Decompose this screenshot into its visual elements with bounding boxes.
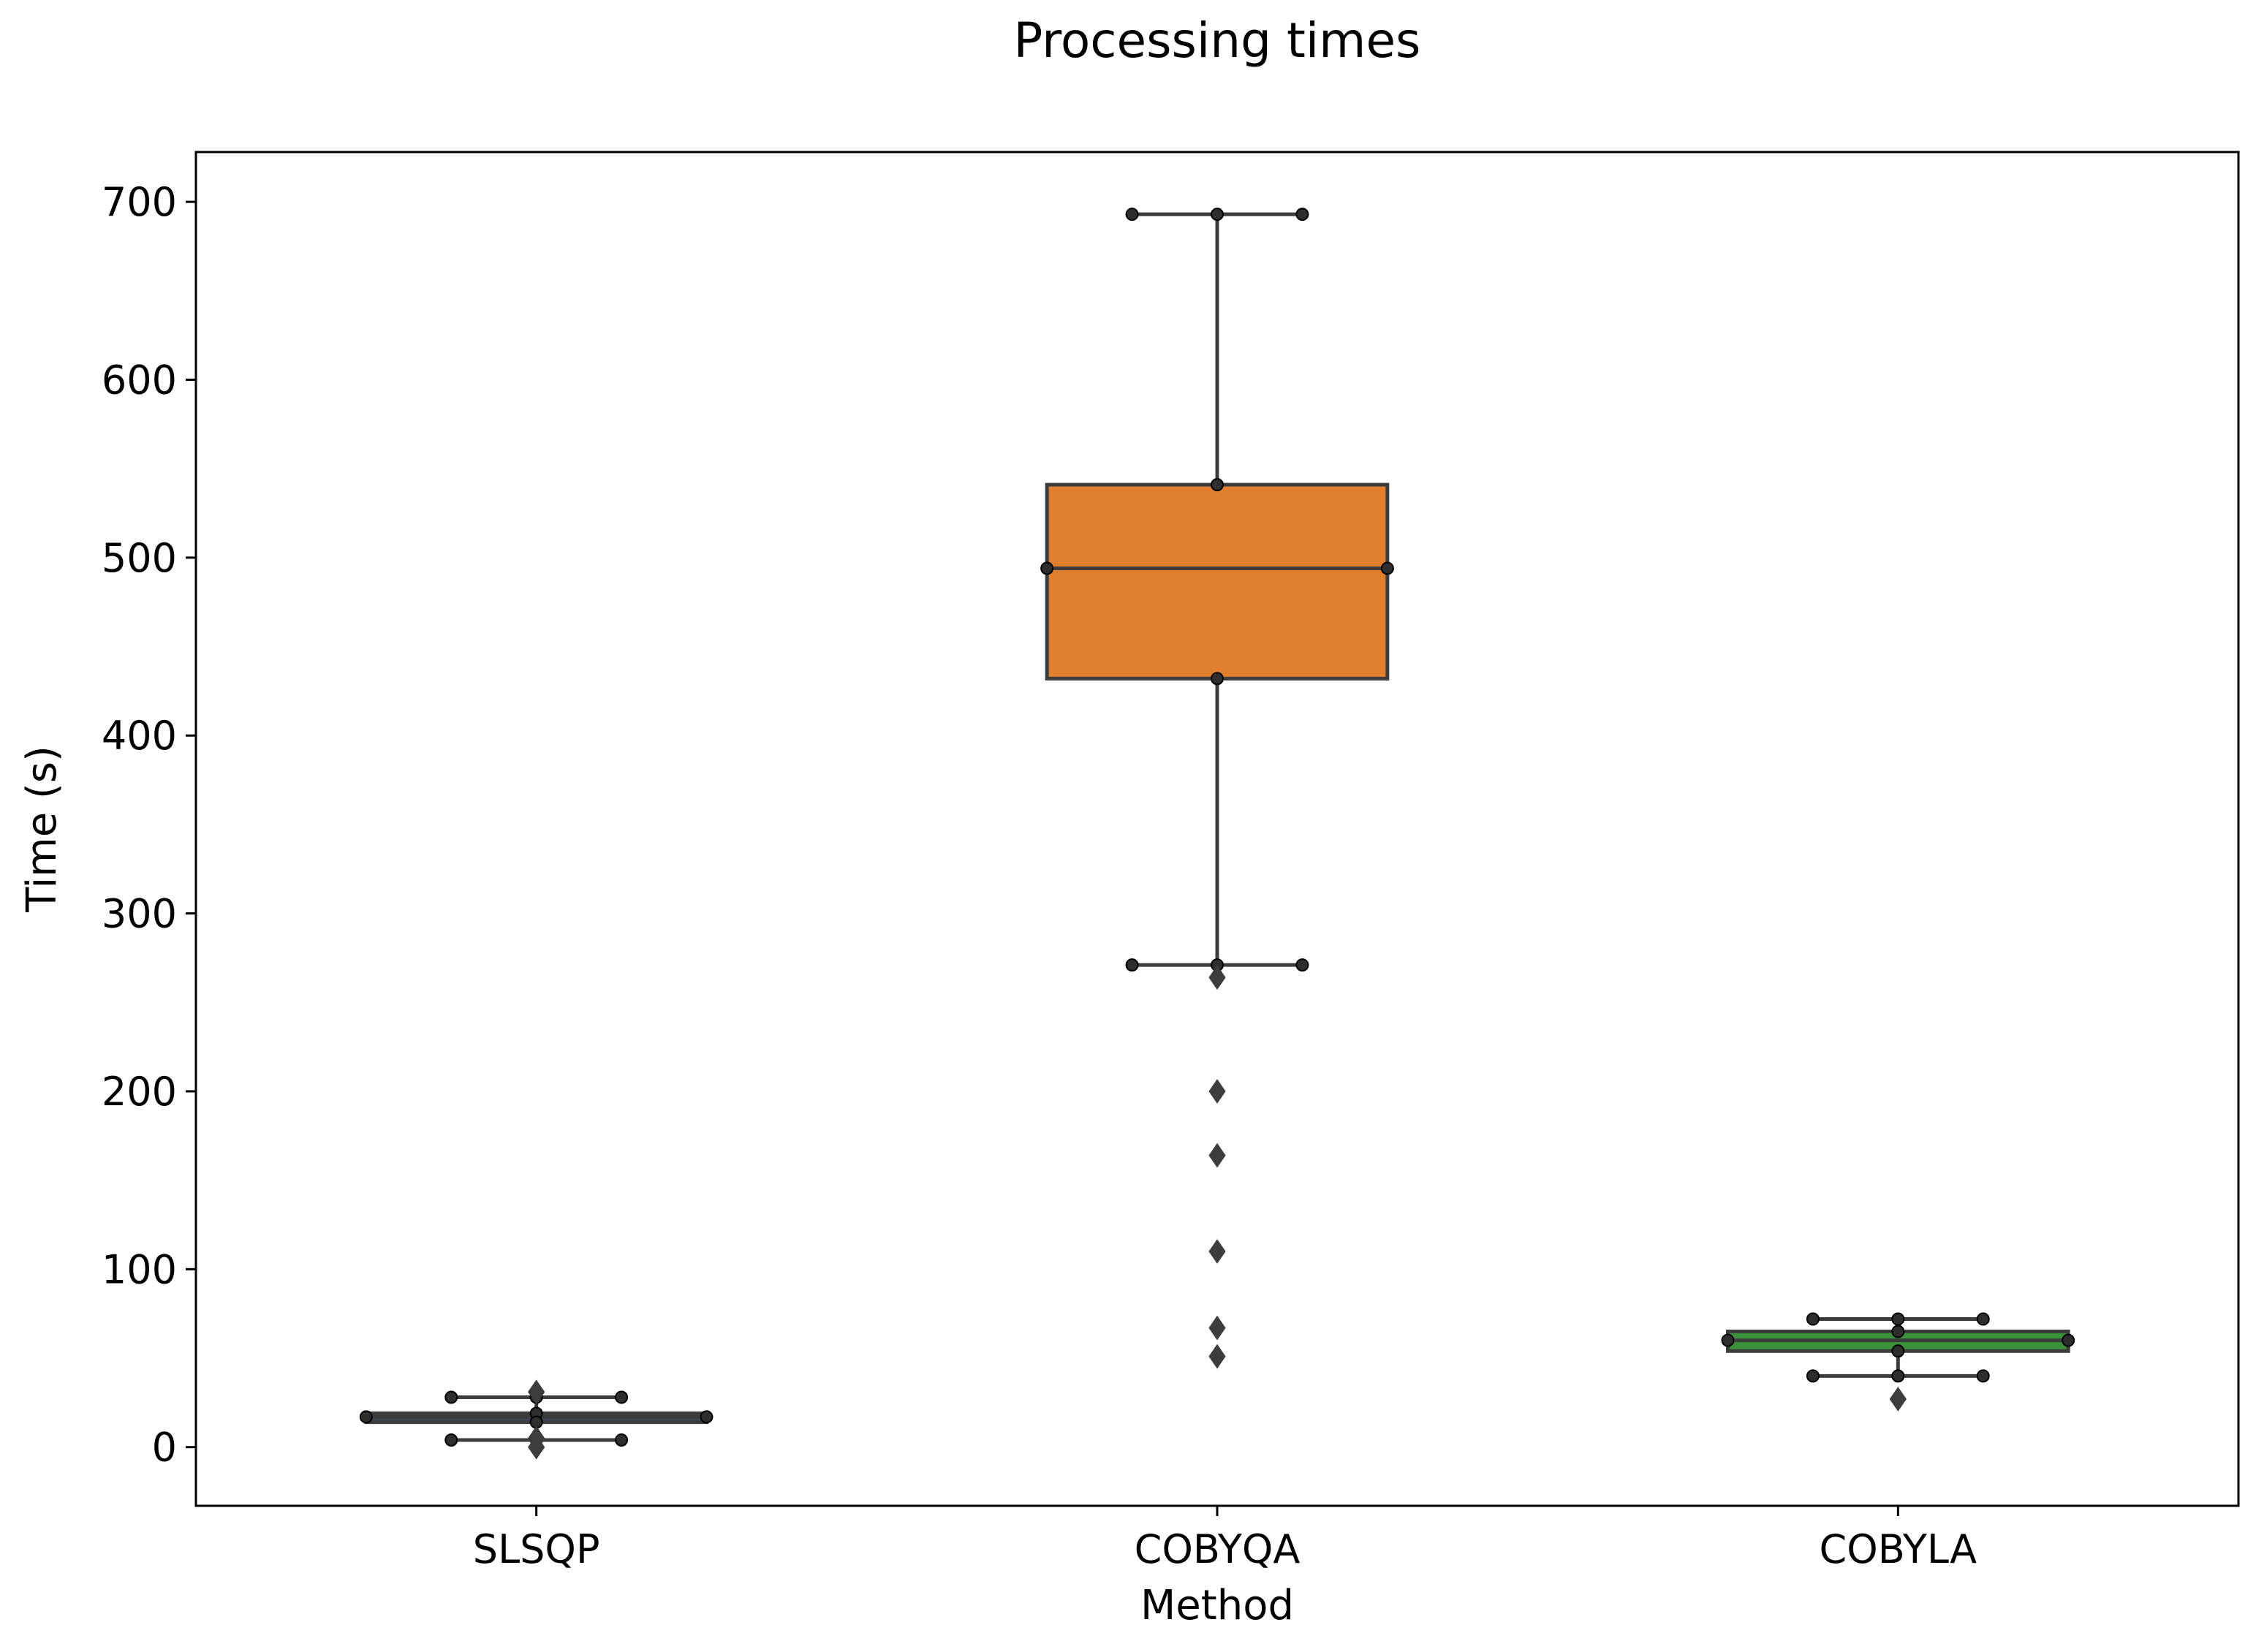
outlier-point <box>528 1425 545 1451</box>
y-tick-label: 700 <box>102 179 177 225</box>
marker-point <box>615 1390 629 1404</box>
box-plots <box>359 208 2075 1460</box>
marker-point <box>1380 561 1394 575</box>
marker-point <box>1295 208 1309 221</box>
marker-point <box>1040 561 1054 575</box>
outlier-point <box>1208 1079 1226 1104</box>
marker-point <box>1211 478 1224 492</box>
marker-point <box>1211 208 1224 221</box>
x-tick-label: COBYLA <box>1820 1526 1977 1572</box>
marker-point <box>1721 1333 1735 1347</box>
y-tick-label: 500 <box>102 535 177 581</box>
marker-point <box>700 1410 713 1424</box>
outlier-point <box>528 1379 545 1405</box>
outlier-point <box>1208 1344 1226 1369</box>
marker-point <box>444 1433 458 1447</box>
marker-point <box>1891 1312 1905 1326</box>
marker-point <box>1125 958 1139 972</box>
marker-point <box>2062 1333 2075 1347</box>
y-tick-label: 600 <box>102 357 177 403</box>
marker-point <box>615 1433 629 1447</box>
y-tick-label: 0 <box>152 1425 177 1471</box>
x-tick-label: COBYQA <box>1135 1526 1301 1572</box>
marker-point <box>1806 1369 1820 1383</box>
marker-point <box>444 1390 458 1404</box>
marker-point <box>1891 1325 1905 1338</box>
marker-point <box>1211 672 1224 686</box>
outlier-point <box>1889 1387 1907 1412</box>
marker-point <box>1976 1369 1990 1383</box>
outlier-point <box>1208 1239 1226 1264</box>
outlier-point <box>1208 1315 1226 1341</box>
x-axis: SLSQP COBYQA COBYLA <box>473 1506 1977 1572</box>
y-tick-label: 300 <box>102 891 177 937</box>
y-tick-label: 200 <box>102 1069 177 1115</box>
marker-point <box>1976 1312 1990 1326</box>
outlier-point <box>1208 1143 1226 1168</box>
y-tick-label: 100 <box>102 1246 177 1292</box>
marker-point <box>1891 1369 1905 1383</box>
x-tick-label: SLSQP <box>473 1526 600 1572</box>
marker-point <box>359 1410 373 1424</box>
marker-point <box>1125 208 1139 221</box>
x-axis-label: Method <box>1140 1582 1294 1629</box>
y-axis: 0 100 200 300 400 500 600 700 <box>102 179 196 1471</box>
outlier-point <box>1208 965 1226 990</box>
y-axis-label: Time (s) <box>18 746 66 913</box>
y-tick-label: 400 <box>102 713 177 759</box>
box-cobyqa <box>1045 482 1390 681</box>
marker-point <box>1891 1344 1905 1358</box>
chart-title: Processing times <box>1014 12 1421 69</box>
marker-point <box>1806 1312 1820 1326</box>
marker-point <box>1295 958 1309 972</box>
